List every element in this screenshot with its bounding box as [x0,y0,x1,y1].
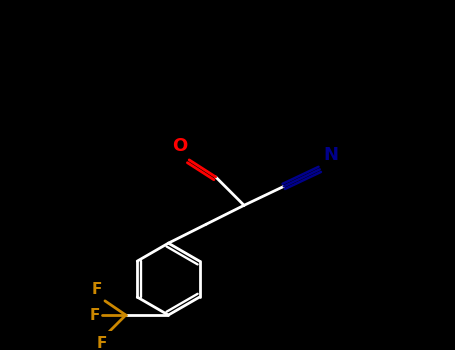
Text: F: F [90,308,100,323]
Text: O: O [172,137,187,155]
Text: F: F [96,336,107,350]
Text: N: N [324,146,339,164]
Text: F: F [92,282,102,297]
